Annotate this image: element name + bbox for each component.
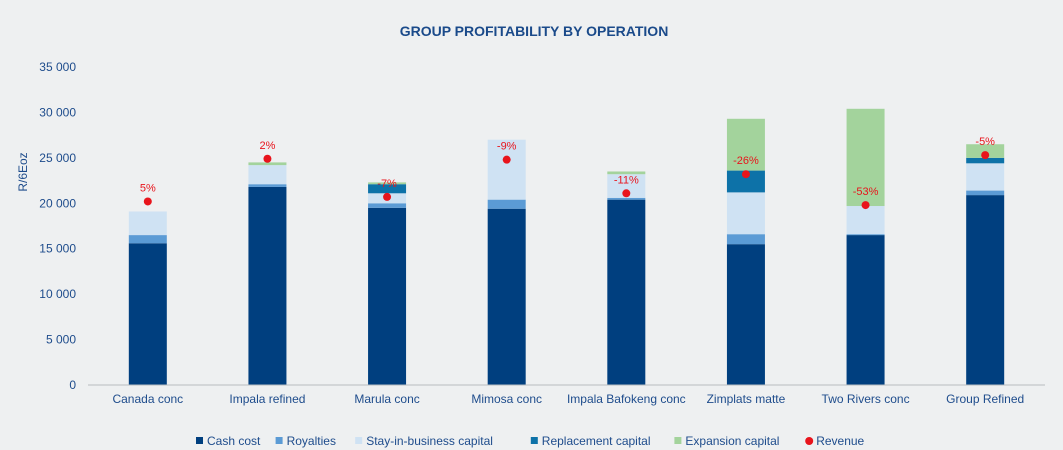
y-tick-label: 30 000 — [39, 105, 76, 119]
bar-cash-cost — [128, 243, 167, 385]
y-axis-ticks: 0 5 000 10 000 15 000 20 000 25 000 30 000 35 0… — [39, 60, 76, 392]
legend-swatch — [196, 437, 203, 444]
bar-expansion-capital — [966, 144, 1005, 158]
revenue-point — [741, 170, 750, 179]
revenue-point — [502, 155, 511, 164]
x-tick-label: Mimosa conc — [471, 392, 542, 406]
legend-swatch — [674, 437, 682, 444]
bar-expansion-capital — [726, 118, 765, 171]
x-tick-label: Group Refined — [946, 392, 1024, 406]
y-tick-label: 25 000 — [39, 151, 76, 165]
legend-item-replacement-capital: Replacement capital — [530, 434, 651, 448]
bar-stack — [607, 171, 646, 385]
bar-royalties — [966, 190, 1005, 196]
bar-expansion-capital — [368, 182, 407, 185]
y-axis-label: R/6Eoz — [16, 152, 30, 191]
legend-item-cash-cost: Cash cost — [196, 434, 261, 448]
bar-cash-cost — [726, 244, 765, 385]
legend-item-expansion-capital: Expansion capital — [674, 434, 779, 448]
revenue-percent-label: -26% — [733, 155, 759, 167]
bar-royalties — [128, 235, 167, 244]
bar-cash-cost — [846, 235, 885, 385]
bar-stay-in-business-capital — [248, 165, 287, 185]
bar-royalties — [368, 203, 407, 208]
bar-stack — [726, 118, 765, 385]
legend-label: Expansion capital — [685, 434, 779, 448]
legend-swatch — [530, 437, 538, 444]
revenue-point — [263, 154, 272, 163]
bar-stay-in-business-capital — [846, 206, 885, 235]
bar-cash-cost — [607, 199, 646, 385]
revenue-percent-label: -5% — [975, 136, 995, 148]
revenue-point — [981, 151, 990, 160]
bar-replacement-capital — [368, 184, 407, 194]
revenue-markers: 5% 2% -7% -9% -11% -26% -53% -5% — [140, 136, 995, 210]
legend-item-royalties: Royalties — [275, 434, 336, 448]
revenue-percent-label: -11% — [614, 174, 639, 186]
bar-royalties — [846, 234, 885, 236]
bar-replacement-capital — [726, 170, 765, 193]
bar-cash-cost — [487, 208, 526, 385]
y-tick-label: 20 000 — [39, 196, 76, 210]
bar-stay-in-business-capital — [966, 163, 1005, 191]
x-tick-label: Impala Bafokeng conc — [567, 392, 686, 406]
bar-stack — [487, 139, 526, 385]
revenue-point — [383, 192, 392, 201]
revenue-point — [861, 201, 870, 210]
legend-swatch — [275, 437, 283, 444]
x-tick-label: Two Rivers conc — [822, 392, 910, 406]
y-tick-label: 10 000 — [39, 287, 76, 301]
legend-item-revenue: Revenue — [805, 434, 865, 448]
bar-stack — [846, 108, 885, 385]
bar-expansion-capital — [248, 162, 287, 166]
revenue-percent-label: -7% — [377, 178, 397, 190]
revenue-percent-label: -9% — [497, 141, 517, 153]
bar-stay-in-business-capital — [726, 192, 765, 235]
revenue-point — [143, 197, 152, 206]
legend-label: Revenue — [816, 434, 864, 448]
bar-royalties — [487, 199, 526, 209]
y-tick-label: 5 000 — [46, 333, 76, 347]
chart-title: GROUP PROFITABILITY BY OPERATION — [400, 23, 669, 39]
bar-expansion-capital — [846, 108, 885, 207]
y-tick-label: 0 — [69, 378, 76, 392]
legend-swatch — [355, 437, 363, 444]
y-tick-label: 35 000 — [39, 60, 76, 74]
x-tick-label: Marula conc — [354, 392, 419, 406]
bar-stay-in-business-capital — [128, 211, 167, 236]
legend-label: Stay-in-business capital — [366, 434, 493, 448]
legend-item-stay-in-business-capital: Stay-in-business capital — [355, 434, 493, 448]
legend-marker-dot — [805, 437, 814, 445]
bar-replacement-capital — [966, 157, 1005, 164]
revenue-percent-label: 2% — [259, 140, 275, 152]
legend: Cash cost Royalties Stay-in-business capit… — [196, 434, 865, 448]
bar-expansion-capital — [607, 171, 646, 175]
bar-stack — [368, 182, 407, 385]
legend-label: Replacement capital — [542, 434, 651, 448]
bar-stay-in-business-capital — [487, 139, 526, 200]
bar-stack — [248, 162, 287, 385]
legend-label: Cash cost — [207, 434, 261, 448]
revenue-percent-label: 5% — [140, 182, 156, 194]
revenue-point — [622, 189, 631, 198]
category-labels: Canada conc Impala refined Marula conc Mimo… — [112, 392, 1024, 406]
x-tick-label: Zimplats matte — [707, 392, 786, 406]
x-tick-label: Impala refined — [229, 392, 305, 406]
bar-stack — [966, 144, 1005, 385]
bar-cash-cost — [248, 186, 287, 385]
bar-royalties — [607, 197, 646, 200]
bar-cash-cost — [368, 207, 407, 385]
bar-royalties — [248, 184, 287, 187]
bar-stay-in-business-capital — [607, 174, 646, 198]
revenue-percent-label: -53% — [853, 186, 879, 198]
bar-cash-cost — [966, 195, 1005, 385]
bar-royalties — [726, 234, 765, 245]
legend-label: Royalties — [287, 434, 336, 448]
bar-stack — [128, 211, 167, 385]
x-tick-label: Canada conc — [112, 392, 183, 406]
y-tick-label: 15 000 — [39, 242, 76, 256]
